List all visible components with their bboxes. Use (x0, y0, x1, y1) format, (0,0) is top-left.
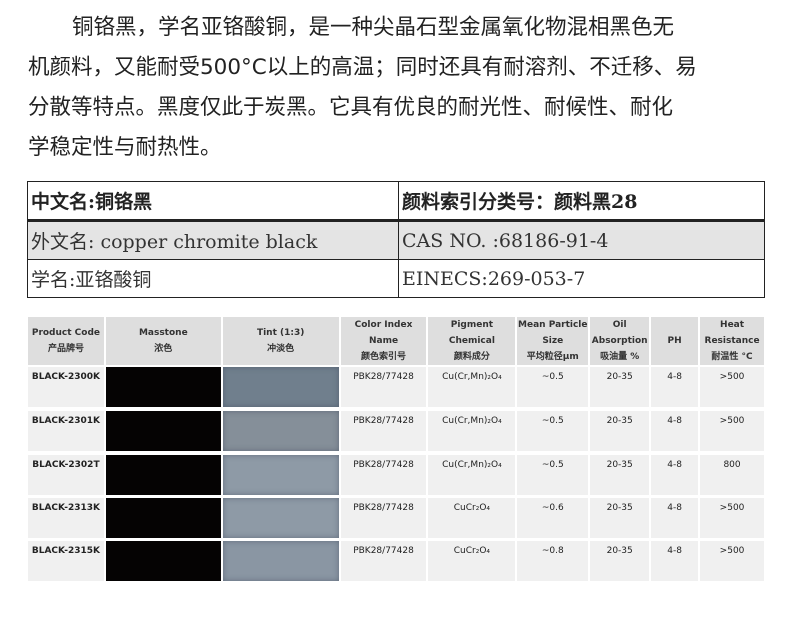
heat-cell: >500 (700, 541, 764, 581)
spec-header-row: Product Code 产品牌号 Masstone 浓色 Tint (1:3) 冲淡色 C… (28, 317, 766, 365)
header-en: PH (667, 336, 682, 346)
color-index-class: 颜料索引分类号：颜料黑28 (398, 181, 765, 222)
code-cell: BLACK-2315K (28, 541, 104, 581)
info-row: 外文名: copper chromite black CAS NO. :68186… (27, 220, 765, 260)
masstone-swatch (105, 367, 221, 407)
chinese-name: 中文名:铜铬黑 (27, 181, 399, 222)
masstone-swatch (105, 455, 221, 495)
header-cn: 浓色 (154, 344, 173, 354)
info-row: 中文名:铜铬黑 颜料索引分类号：颜料黑28 (27, 181, 765, 222)
masstone-swatch (105, 411, 221, 451)
oil-cell: 20-35 (590, 367, 650, 407)
intro-line: 机颜料，又能耐受500°C以上的高温；同时还具有耐溶剂、不迁移、易 (28, 55, 697, 80)
column-header: Product Code 产品牌号 (28, 317, 104, 365)
ph-cell: 4-8 (651, 541, 699, 581)
ph-cell: 4-8 (651, 367, 699, 407)
column-header: Masstone 浓色 (105, 317, 221, 365)
code-cell: BLACK-2300K (28, 367, 104, 407)
header-en: Pigment Chemical (448, 320, 495, 346)
info-row: 学名:亚铬酸铜 EINECS:269-053-7 (27, 259, 765, 298)
ph-cell: 4-8 (651, 498, 699, 538)
tint-swatch (222, 367, 339, 407)
header-en: Heat Resistance (704, 320, 760, 346)
column-header: Pigment Chemical 颜料成分 (428, 317, 516, 365)
intro-line: 分散等特点。黑度仅此于炭黑。它具有优良的耐光性、耐候性、耐化 (28, 95, 674, 120)
header-cn: 耐温性 °C (711, 352, 753, 362)
ph-cell: 4-8 (651, 455, 699, 495)
ci-cell: PBK28/77428 (340, 367, 427, 407)
header-cn: 产品牌号 (47, 344, 84, 354)
header-en: Tint (1:3) (256, 328, 305, 338)
oil-cell: 20-35 (590, 455, 650, 495)
oil-cell: 20-35 (590, 541, 650, 581)
ci-cell: PBK28/77428 (340, 541, 427, 581)
header-en: Color Index Name (354, 320, 413, 346)
column-header: Tint (1:3) 冲淡色 (222, 317, 339, 365)
code-cell: BLACK-2302T (28, 455, 104, 495)
heat-cell: >500 (700, 411, 764, 451)
header-cn: 冲淡色 (267, 344, 295, 354)
size-cell: ~0.6 (517, 498, 589, 538)
oil-cell: 20-35 (590, 411, 650, 451)
code-cell: BLACK-2313K (28, 498, 104, 538)
intro-text: 铜铬黑，学名亚铬酸铜，是一种尖晶石型金属氧化物混相黑色无机颜料，又能耐受500°… (28, 8, 768, 168)
tint-swatch (222, 541, 339, 581)
intro-line: 学稳定性与耐热性。 (28, 135, 222, 160)
cas-number: CAS NO. :68186-91-4 (398, 220, 765, 260)
table-row: BLACK-2315K PBK28/77428 CuCr₂O₄ ~0.8 20-35 4-… (28, 541, 766, 581)
header-en: Mean Particle Size (518, 320, 588, 346)
column-header: Color Index Name 颜色索引号 (340, 317, 427, 365)
column-header: Heat Resistance 耐温性 °C (700, 317, 764, 365)
oil-cell: 20-35 (590, 498, 650, 538)
heat-cell: 800 (700, 455, 764, 495)
header-en: Oil Absorption (591, 320, 648, 346)
table-row: BLACK-2313K PBK28/77428 CuCr₂O₄ ~0.6 20-35 4-… (28, 498, 766, 538)
table-row: BLACK-2300K PBK28/77428 Cu(Cr,Mn)₂O₄ ~0.5 20… (28, 367, 766, 407)
english-name: 外文名: copper chromite black (27, 220, 399, 260)
masstone-swatch (105, 541, 221, 581)
chem-cell: CuCr₂O₄ (428, 541, 516, 581)
column-header: PH (651, 317, 699, 365)
size-cell: ~0.5 (517, 455, 589, 495)
tint-swatch (222, 498, 339, 538)
column-header: Mean Particle Size 平均粒径μm (517, 317, 589, 365)
header-en: Product Code (31, 328, 101, 338)
header-en: Masstone (138, 328, 188, 338)
intro-paragraph: 铜铬黑，学名亚铬酸铜，是一种尖晶石型金属氧化物混相黑色无机颜料，又能耐受500°… (28, 8, 768, 168)
column-header: Oil Absorption 吸油量 % (590, 317, 650, 365)
size-cell: ~0.5 (517, 411, 589, 451)
masstone-swatch (105, 498, 221, 538)
header-cn: 颜料成分 (453, 352, 490, 362)
scientific-name: 学名:亚铬酸铜 (27, 259, 399, 298)
ci-cell: PBK28/77428 (340, 411, 427, 451)
heat-cell: >500 (700, 367, 764, 407)
einecs-number: EINECS:269-053-7 (398, 259, 765, 298)
size-cell: ~0.8 (517, 541, 589, 581)
heat-cell: >500 (700, 498, 764, 538)
header-cn: 颜色索引号 (361, 352, 407, 362)
table-row: BLACK-2301K PBK28/77428 Cu(Cr,Mn)₂O₄ ~0.5 20… (28, 411, 766, 451)
tint-swatch (222, 411, 339, 451)
header-cn: 平均粒径μm (526, 352, 579, 362)
code-cell: BLACK-2301K (28, 411, 104, 451)
chem-cell: Cu(Cr,Mn)₂O₄ (428, 367, 516, 407)
chem-cell: Cu(Cr,Mn)₂O₄ (428, 455, 516, 495)
intro-line: 铜铬黑，学名亚铬酸铜，是一种尖晶石型金属氧化物混相黑色无 (72, 15, 675, 40)
size-cell: ~0.5 (517, 367, 589, 407)
tint-swatch (222, 455, 339, 495)
ph-cell: 4-8 (651, 411, 699, 451)
ci-cell: PBK28/77428 (340, 498, 427, 538)
table-row: BLACK-2302T PBK28/77428 Cu(Cr,Mn)₂O₄ ~0.5 20… (28, 455, 766, 495)
chem-cell: CuCr₂O₄ (428, 498, 516, 538)
header-cn: 吸油量 % (600, 352, 640, 362)
ci-cell: PBK28/77428 (340, 455, 427, 495)
info-table: 中文名:铜铬黑 颜料索引分类号：颜料黑28 外文名: copper chromit… (27, 181, 765, 298)
chem-cell: Cu(Cr,Mn)₂O₄ (428, 411, 516, 451)
